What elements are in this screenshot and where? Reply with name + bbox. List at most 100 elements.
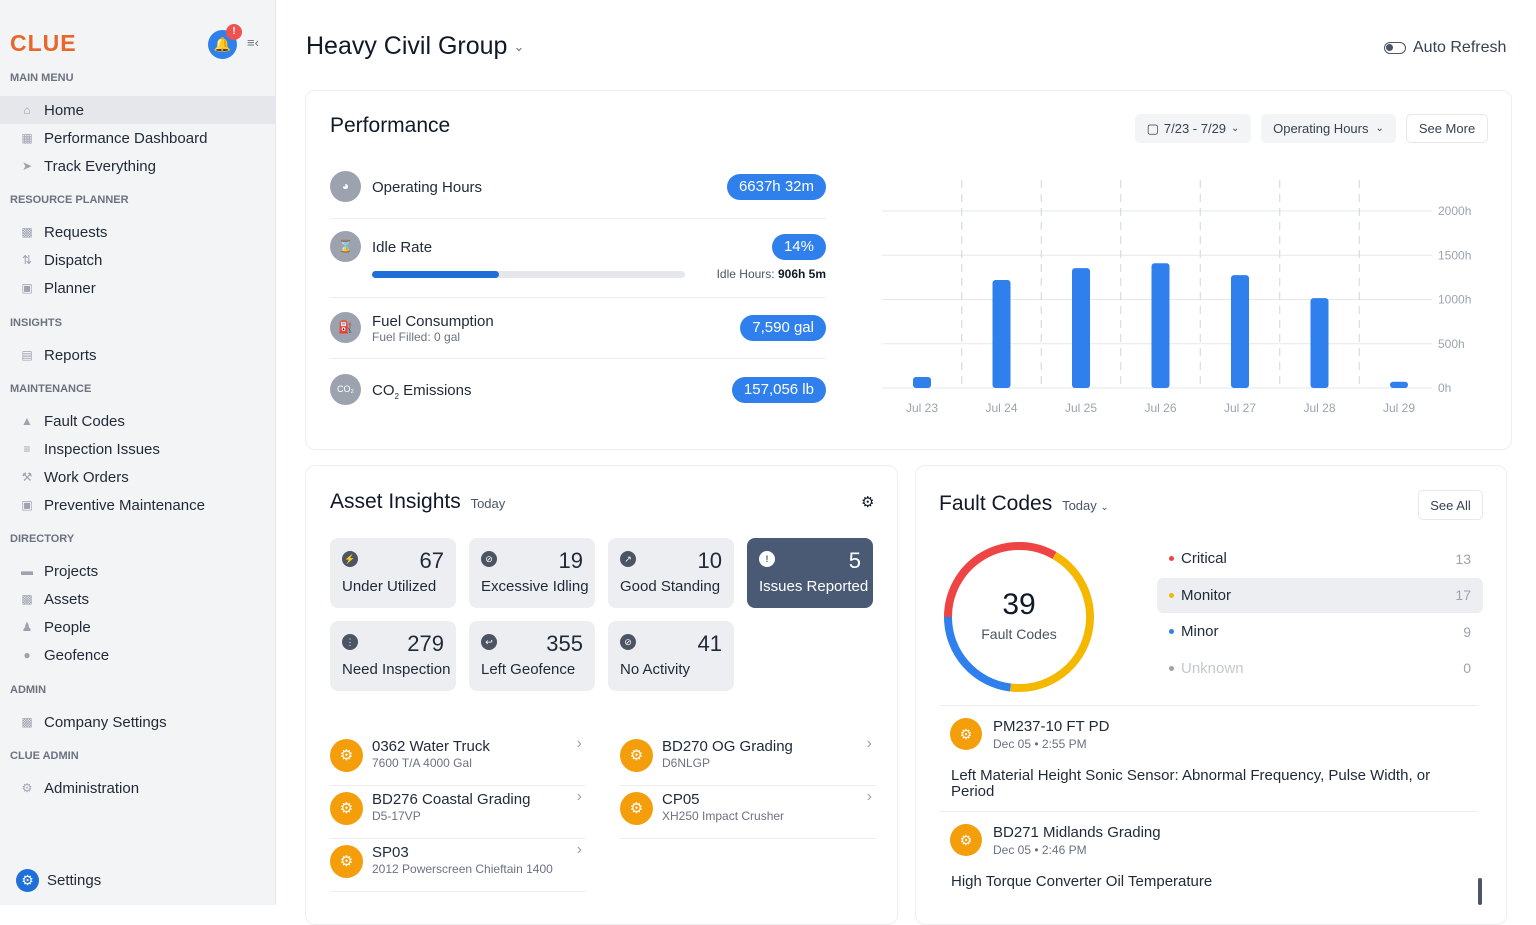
- asset-list-item[interactable]: ⚙ BD270 OG Grading D6NLGP ›: [620, 733, 876, 786]
- bar[interactable]: [1151, 263, 1170, 388]
- legend-item-monitor[interactable]: Monitor 17: [1157, 577, 1483, 613]
- y-tick-label: 1000h: [1438, 293, 1471, 307]
- legend-dot: [1169, 592, 1174, 598]
- sidebar-section-label: DIRECTORY: [10, 533, 75, 545]
- metric-label: Fuel Consumption: [372, 313, 494, 330]
- bar[interactable]: [913, 376, 931, 388]
- dispatch-icon: ⇅: [21, 253, 33, 267]
- company-icon: ▩: [21, 715, 33, 729]
- settings-button[interactable]: ⚙ Settings: [16, 869, 101, 892]
- sidebar-item-inspection-issues[interactable]: ≡ Inspection Issues: [0, 435, 276, 463]
- toggle-switch[interactable]: [1384, 42, 1406, 54]
- legend-count: 9: [1463, 623, 1471, 640]
- sidebar-item-company-settings[interactable]: ▩ Company Settings: [0, 708, 276, 736]
- inspection-icon: ≡: [23, 442, 31, 456]
- legend-item-unknown[interactable]: Unknown 0: [1157, 651, 1483, 686]
- see-all-button[interactable]: See All: [1418, 490, 1483, 520]
- insight-tile-excessive-idling[interactable]: ⊘ 19 Excessive Idling: [469, 538, 595, 608]
- sidebar-item-geofence[interactable]: ● Geofence: [0, 641, 276, 669]
- bar[interactable]: [1072, 268, 1090, 388]
- bar[interactable]: [1390, 381, 1408, 388]
- donut-segment-minor[interactable]: [944, 616, 1012, 692]
- asset-list-item[interactable]: ⚙ BD276 Coastal Grading D5-17VP ›: [330, 786, 586, 839]
- idle-hours: Idle Hours: 906h 5m: [717, 267, 826, 281]
- bar[interactable]: [1310, 298, 1329, 388]
- requests-icon: ▩: [21, 225, 33, 239]
- location-arrow-icon: ➤: [21, 159, 33, 173]
- fault-time: Dec 05 • 2:46 PM: [993, 843, 1087, 857]
- bar[interactable]: [992, 280, 1011, 388]
- insight-tile-under-utilized[interactable]: ⚡ 67 Under Utilized: [330, 538, 456, 608]
- fuel-pump-icon: ⛽: [330, 312, 361, 343]
- insight-tile-left-geofence[interactable]: ↩ 355 Left Geofence: [469, 621, 595, 691]
- asset-list-item[interactable]: ⚙ 0362 Water Truck 7600 T/A 4000 Gal ›: [330, 733, 586, 786]
- insight-tile-need-inspection[interactable]: ⋮ 279 Need Inspection: [330, 621, 456, 691]
- sidebar-item-label: Assets: [44, 590, 90, 608]
- legend-label: Monitor: [1181, 586, 1232, 604]
- sidebar-section-label: MAIN MENU: [10, 72, 74, 84]
- sidebar-item-preventive-maintenance[interactable]: ▣ Preventive Maintenance: [0, 491, 276, 519]
- insight-tile-good-standing[interactable]: ↗ 10 Good Standing: [608, 538, 734, 608]
- sidebar-item-home[interactable]: ⌂ Home: [0, 96, 276, 124]
- metric-value: 157,056 lb: [731, 377, 826, 403]
- sidebar-item-performance-dashboard[interactable]: ▦ Performance Dashboard: [0, 124, 276, 152]
- sidebar-item-projects[interactable]: ▬ Projects: [0, 557, 276, 585]
- x-tick-label: Jul 26: [1144, 401, 1176, 415]
- performance-title: Performance: [330, 114, 451, 137]
- tile-value: 5: [848, 548, 861, 573]
- legend-item-minor[interactable]: Minor 9: [1157, 614, 1483, 649]
- insight-tile-no-activity[interactable]: ⊘ 41 No Activity: [608, 621, 734, 691]
- sidebar-item-assets[interactable]: ▩ Assets: [0, 585, 276, 613]
- metric-select-value: Operating Hours: [1273, 121, 1369, 136]
- co2-subscript: 2: [394, 392, 399, 401]
- clue-logo[interactable]: CLUE: [10, 30, 77, 56]
- auto-refresh-toggle[interactable]: Auto Refresh: [1384, 39, 1506, 57]
- sidebar-item-reports[interactable]: ▤ Reports: [0, 341, 276, 369]
- asset-subtitle: XH250 Impact Crusher: [662, 809, 785, 823]
- asset-list-item[interactable]: ⚙ CP05 XH250 Impact Crusher ›: [620, 786, 876, 839]
- sidebar-item-fault-codes[interactable]: ▲ Fault Codes: [0, 407, 276, 435]
- sidebar-section-label: RESOURCE PLANNER: [10, 194, 129, 206]
- sidebar-item-work-orders[interactable]: ⚒ Work Orders: [0, 463, 276, 491]
- asset-name: SP03: [372, 844, 409, 861]
- idle-icon: ⊘: [481, 551, 497, 567]
- fault-code-item[interactable]: ⚙ BD271 Midlands Grading Dec 05 • 2:46 PM H…: [940, 811, 1478, 917]
- bulldozer-icon: ⚙: [330, 792, 363, 825]
- insight-tile-issues-reported[interactable]: ! 5 Issues Reported: [747, 538, 873, 608]
- sidebar-item-people[interactable]: ♟ People: [0, 613, 276, 641]
- legend-item-critical[interactable]: Critical 13: [1157, 541, 1483, 576]
- y-tick-label: 1500h: [1438, 248, 1471, 262]
- sidebar-item-requests[interactable]: ▩ Requests: [0, 218, 276, 246]
- calendar-check-icon: ▣: [21, 498, 33, 512]
- hourglass-icon: ⌛: [330, 231, 361, 262]
- donut-total: 39: [1002, 588, 1036, 621]
- asset-list-item[interactable]: ⚙ SP03 2012 Powerscreen Chieftain 1400 ›: [330, 839, 586, 892]
- tile-value: 19: [558, 548, 583, 573]
- sidebar-item-label: Home: [44, 101, 85, 119]
- sidebar-item-planner[interactable]: ▣ Planner: [0, 274, 276, 302]
- donut-segment-monitor[interactable]: [1009, 552, 1094, 692]
- bar[interactable]: [1231, 275, 1249, 388]
- sidebar-section-label: INSIGHTS: [10, 317, 62, 329]
- tile-value: 355: [546, 631, 583, 656]
- donut-segment-critical[interactable]: [944, 542, 1057, 618]
- equipment-icon: ⚙: [950, 824, 982, 856]
- sidebar-item-dispatch[interactable]: ⇅ Dispatch: [0, 246, 276, 274]
- chevron-down-icon: ⌄: [1231, 123, 1240, 134]
- sidebar-item-label: Fault Codes: [44, 412, 125, 430]
- period-select[interactable]: Today ⌄: [1062, 498, 1109, 513]
- fault-code-item[interactable]: ⚙ PM237-10 FT PD Dec 05 • 2:55 PM Left Mate…: [940, 705, 1478, 811]
- scrollbar[interactable]: [1478, 878, 1482, 905]
- company-selector[interactable]: Heavy Civil Group ⌄: [306, 32, 524, 61]
- legend-count: 13: [1455, 550, 1471, 567]
- gear-icon[interactable]: ⚙: [861, 494, 875, 511]
- alert-icon: !: [759, 551, 775, 567]
- sidebar-item-label: Performance Dashboard: [44, 129, 208, 147]
- sidebar-item-label: Projects: [44, 562, 99, 580]
- date-range-picker[interactable]: ▢ 7/23 - 7/29 ⌄: [1135, 114, 1251, 143]
- collapse-sidebar-icon[interactable]: ≡‹: [247, 35, 259, 50]
- sidebar-item-track-everything[interactable]: ➤ Track Everything: [0, 152, 276, 180]
- sidebar-item-administration[interactable]: ⚙ Administration: [0, 774, 276, 802]
- metric-select[interactable]: Operating Hours ⌄: [1261, 114, 1396, 143]
- see-more-button[interactable]: See More: [1406, 114, 1488, 143]
